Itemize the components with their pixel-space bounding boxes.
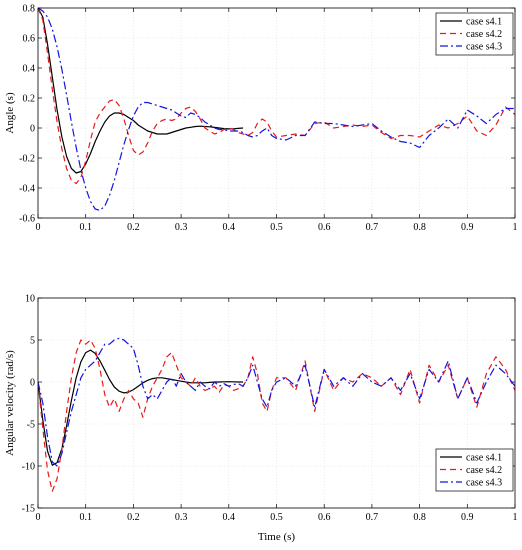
series-line-2 (38, 8, 515, 185)
y-tick-label: -15 (22, 504, 35, 515)
y-tick-label: 0.4 (23, 64, 36, 75)
x-tick-label: 0.8 (413, 512, 426, 523)
y-tick-label: -0.6 (19, 214, 35, 225)
legend-label-3: case s4.3 (466, 478, 502, 489)
x-axis-label: Time (s) (258, 531, 296, 543)
y-tick-label: -10 (22, 462, 35, 473)
y-tick-label: 5 (30, 336, 35, 347)
x-tick-label: 0.9 (461, 222, 474, 233)
y-tick-label: 0 (30, 378, 35, 389)
x-tick-label: 0.5 (270, 222, 283, 233)
y-tick-label: -0.4 (19, 184, 35, 195)
x-tick-label: 0.5 (270, 512, 283, 523)
x-tick-label: 0.9 (461, 512, 474, 523)
legend-label-2: case s4.2 (466, 29, 502, 40)
x-tick-label: 0.7 (366, 512, 379, 523)
legend-label-3: case s4.3 (466, 42, 502, 53)
legend-label-2: case s4.2 (466, 465, 502, 476)
y-axis-label: Angular velocity (rad/s) (4, 350, 16, 456)
y-tick-label: 10 (25, 294, 35, 305)
legend-box (435, 448, 514, 492)
legend-label-1: case s4.1 (466, 17, 502, 28)
angle-chart: 0 0.1 0.2 0.3 0.4 0.5 0.6 0.7 0.8 0.9 1 -0.6 -0.4 -0.… (4, 4, 518, 234)
y-tick-label: 0.2 (23, 94, 36, 105)
series-line-1 (38, 349, 244, 466)
x-tick-label: 0 (36, 512, 41, 523)
series-line-1 (38, 8, 244, 174)
legend-box (435, 12, 514, 56)
x-tick-label: 0.7 (366, 222, 379, 233)
x-tick-label: 0.4 (223, 222, 236, 233)
axes-frame (37, 7, 516, 219)
x-tick-label: 0.6 (318, 222, 331, 233)
series-group (38, 337, 515, 492)
angular-velocity-chart: 0 0.1 0.2 0.3 0.4 0.5 0.6 0.7 0.8 0.9 1 -15 -10 -5 0 5 1… (4, 294, 518, 544)
series-line-2 (38, 339, 515, 492)
x-tick-label: 0.4 (223, 512, 236, 523)
series-line-3 (38, 8, 515, 212)
series-group (38, 8, 515, 212)
x-tick-label: 0.2 (127, 222, 140, 233)
x-tick-label: 1 (513, 512, 518, 523)
x-tick-label: 0 (36, 222, 41, 233)
x-tick-label: 0.8 (413, 222, 426, 233)
series-line-3 (38, 337, 515, 467)
y-tick-label: 0.8 (23, 4, 36, 15)
y-tick-label: -0.2 (19, 154, 35, 165)
x-tick-label: 0.2 (127, 512, 140, 523)
x-tick-label: 0.3 (175, 512, 188, 523)
x-tick-label: 1 (513, 222, 518, 233)
y-axis-label: Angle (s) (4, 92, 16, 134)
legend-label-1: case s4.1 (466, 453, 502, 464)
y-tick-label: 0 (30, 124, 35, 135)
y-tick-label: 0.6 (23, 34, 36, 45)
axes-frame (37, 297, 516, 509)
x-tick-label: 0.1 (79, 222, 92, 233)
x-tick-label: 0.1 (79, 512, 92, 523)
y-tick-label: -5 (27, 420, 35, 431)
x-tick-label: 0.3 (175, 222, 188, 233)
x-tick-label: 0.6 (318, 512, 331, 523)
